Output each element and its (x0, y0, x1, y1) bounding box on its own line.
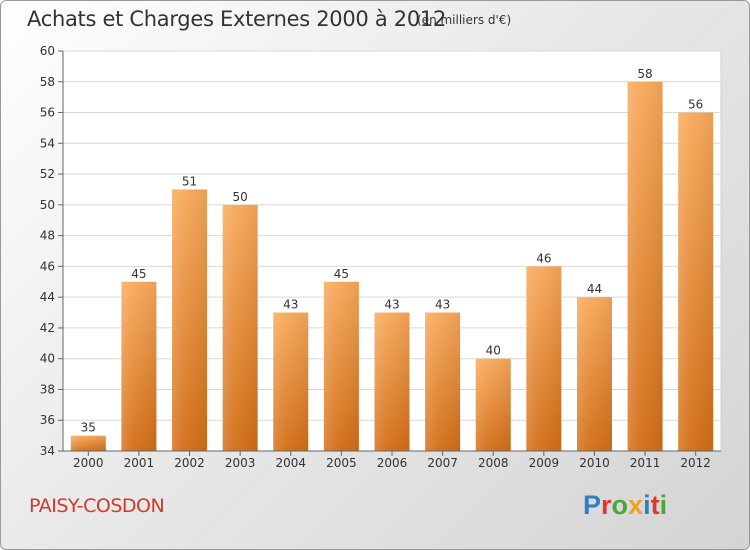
x-tick-label: 2008 (478, 456, 509, 470)
x-tick-label: 2006 (377, 456, 408, 470)
logo-letter: i (659, 490, 668, 520)
y-tick-label: 46 (40, 259, 55, 273)
bar-shine (121, 281, 157, 451)
logo-letter: i (643, 490, 651, 520)
x-tick-label: 2007 (427, 456, 458, 470)
y-tick-label: 36 (40, 413, 55, 427)
x-tick-label: 2009 (529, 456, 560, 470)
x-tick-label: 2002 (174, 456, 205, 470)
logo-letter: P (583, 490, 602, 520)
y-tick-label: 38 (40, 382, 55, 396)
bar-group: 40 (475, 344, 511, 451)
bar-value-label: 45 (131, 267, 146, 281)
bar-shine (172, 189, 208, 451)
y-tick-label: 60 (40, 44, 55, 58)
bar-group: 35 (70, 421, 106, 451)
bar-shine (323, 281, 359, 451)
bar-value-label: 50 (233, 190, 248, 204)
chart-subtitle: (en milliers d'€) (417, 13, 512, 27)
x-tick-label: 2004 (275, 456, 306, 470)
y-tick-label: 40 (40, 352, 55, 366)
bar-value-label: 43 (384, 298, 399, 312)
bar-value-label: 51 (182, 174, 197, 188)
x-tick-label: 2010 (579, 456, 610, 470)
logo-letter: o (611, 490, 629, 520)
bar-shine (222, 204, 258, 451)
bar-group: 51 (172, 174, 208, 451)
bar-value-label: 40 (486, 344, 501, 358)
bar-value-label: 58 (637, 67, 652, 81)
bar-value-label: 43 (283, 298, 298, 312)
bar-value-label: 45 (334, 267, 349, 281)
y-tick-label: 50 (40, 198, 55, 212)
logo-letter: r (601, 490, 612, 520)
bar-value-label: 35 (81, 421, 96, 435)
y-tick-label: 44 (40, 290, 55, 304)
bar-shine (273, 312, 309, 451)
bar-shine (425, 312, 461, 451)
bar-group: 50 (222, 190, 258, 451)
bar-group: 43 (374, 298, 410, 451)
y-tick-label: 34 (40, 444, 55, 458)
y-tick-label: 56 (40, 106, 55, 120)
bar-shine (475, 358, 511, 451)
bar-shine (374, 312, 410, 451)
bar-value-label: 43 (435, 298, 450, 312)
x-tick-label: 2001 (124, 456, 155, 470)
bar-group: 45 (323, 267, 359, 451)
bar-group: 44 (576, 282, 612, 451)
y-tick-label: 58 (40, 75, 55, 89)
bar-value-label: 44 (587, 282, 602, 296)
bar-group: 46 (526, 251, 562, 451)
x-tick-label: 2012 (680, 456, 711, 470)
x-tick-label: 2003 (225, 456, 256, 470)
bar-group: 56 (678, 98, 714, 452)
y-tick-label: 42 (40, 321, 55, 335)
x-tick-label: 2000 (73, 456, 104, 470)
bar-group: 43 (425, 298, 461, 451)
bar-value-label: 46 (536, 251, 551, 265)
x-tick-label: 2005 (326, 456, 357, 470)
proxiti-logo: Proxiti (583, 490, 667, 521)
logo-letter: x (628, 490, 644, 520)
bar-shine (678, 112, 714, 452)
y-tick-label: 48 (40, 229, 55, 243)
chart-title: Achats et Charges Externes 2000 à 2012 (27, 7, 447, 31)
x-tick-label: 2011 (630, 456, 661, 470)
commune-name: PAISY-COSDON (29, 495, 165, 517)
bar-group: 45 (121, 267, 157, 451)
bar-shine (526, 266, 562, 451)
logo-letter: t (650, 490, 660, 520)
y-tick-label: 52 (40, 167, 55, 181)
bar-shine (70, 435, 106, 451)
bar-shine (627, 81, 663, 452)
bar-shine (576, 297, 612, 451)
bar-value-label: 56 (688, 98, 703, 112)
y-tick-label: 54 (40, 136, 55, 150)
bar-group: 58 (627, 67, 663, 452)
bar-group: 43 (273, 298, 309, 451)
